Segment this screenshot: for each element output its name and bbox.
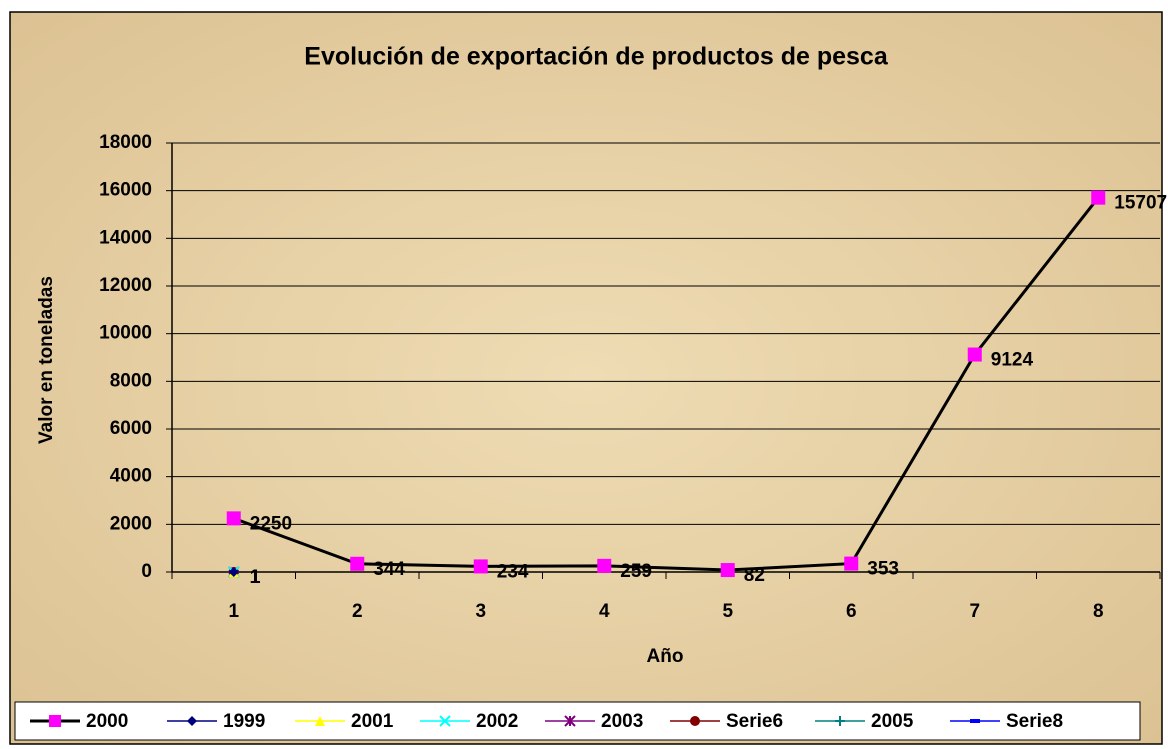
chart-title: Evolución de exportación de productos de… [304,43,889,71]
data-label: 234 [497,561,529,582]
data-label: 353 [867,559,899,580]
marker [228,566,239,577]
data-label: 1 [250,567,261,588]
data-label: 1 [250,567,261,588]
marker [315,716,325,726]
marker [226,511,241,526]
data-label: 1 [250,567,261,588]
x-tick-label: 3 [475,601,486,622]
x-tick-label: 1 [228,601,239,622]
x-tick-label: 4 [599,601,610,622]
y-tick-label: 16000 [99,180,152,201]
marker [597,558,612,573]
marker [844,556,859,571]
x-tick-label: 7 [969,601,980,622]
marker [970,719,980,723]
data-label: 9124 [991,350,1034,371]
y-axis-label: Valor en toneladas [36,276,57,444]
marker [720,563,735,578]
chart-area [9,11,1163,745]
data-label: 1 [250,567,261,588]
legend-label: 2003 [601,711,643,732]
y-tick-label: 4000 [110,466,152,487]
y-tick-label: 18000 [99,132,152,153]
y-tick-label: 2000 [110,513,152,534]
marker [967,347,982,362]
legend-label: Serie8 [1006,711,1063,732]
data-label: 1 [250,567,261,588]
data-label: 1 [250,567,261,588]
legend-label: 1999 [223,711,265,732]
y-tick-label: 14000 [99,227,152,248]
marker [187,716,197,726]
marker [835,716,845,726]
x-tick-label: 2 [352,601,363,622]
x-tick-label: 8 [1093,601,1104,622]
y-tick-label: 12000 [99,275,152,296]
marker [473,559,488,574]
y-tick-label: 0 [141,561,152,582]
marker [1091,190,1106,205]
marker [49,715,61,727]
y-tick-label: 8000 [110,370,152,391]
data-label: 1 [250,567,261,588]
legend-label: Serie6 [726,711,783,732]
data-label: 259 [620,561,652,582]
legend-label: 2002 [476,711,518,732]
data-label: 15707 [1114,193,1167,214]
series-line [233,196,1100,572]
marker [439,715,451,727]
legend-label: 2000 [86,711,128,732]
data-label: 344 [373,559,405,580]
marker [690,716,700,726]
x-tick-label: 6 [846,601,857,622]
x-axis-label: Año [647,646,684,667]
legend-label: 2001 [351,711,394,732]
marker [564,715,576,727]
data-label: 82 [744,565,765,586]
marker [350,556,365,571]
y-tick-label: 10000 [99,323,152,344]
data-label: 2250 [250,513,292,534]
y-tick-label: 6000 [110,418,152,439]
legend-label: 2005 [871,711,914,732]
x-tick-label: 5 [722,601,733,622]
